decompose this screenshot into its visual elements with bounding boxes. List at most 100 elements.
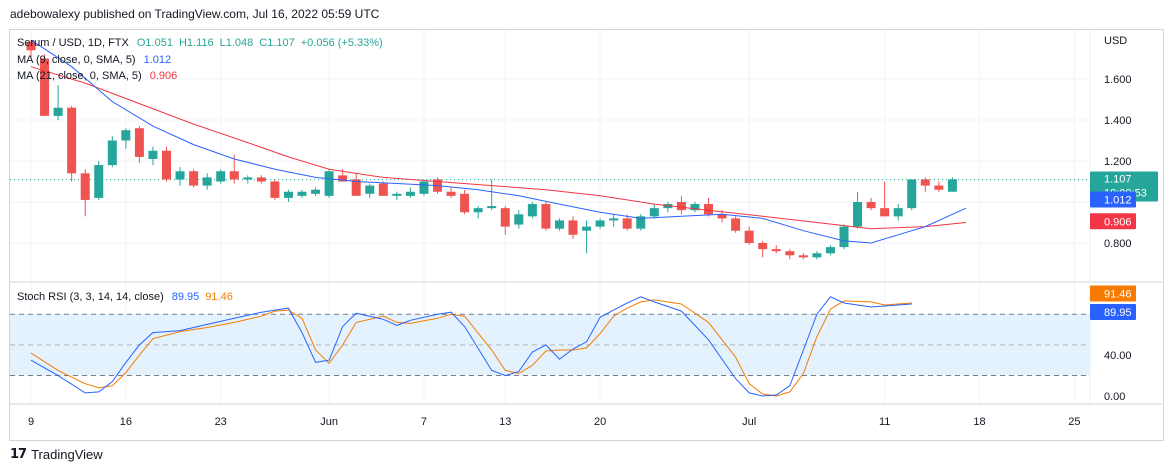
candle-body (839, 226, 849, 248)
stoch-rsi-d-badge-value: 91.46 (1104, 288, 1132, 300)
candle-body (798, 255, 808, 258)
price-axis-unit: USD (1104, 35, 1127, 47)
time-tick-label: Jun (320, 416, 338, 428)
ma21-badge (1090, 213, 1136, 230)
chart-frame (9, 29, 1164, 441)
ohlc-open: O1.051 (137, 37, 173, 49)
indicator-legend: MA (21, close, 0, SMA, 5) 0.906 (17, 70, 177, 82)
candle-body (202, 177, 212, 186)
candle-body (392, 193, 402, 196)
candle-body (311, 189, 321, 194)
candle-body (649, 208, 659, 217)
candle-body (216, 171, 226, 182)
stoch-rsi-k-value: 89.95 (172, 291, 200, 303)
candle-body (162, 150, 171, 180)
time-tick-label: 16 (120, 416, 132, 428)
candle-body (297, 191, 307, 196)
candle-body (473, 208, 483, 213)
candle-body (920, 179, 930, 186)
candle-body (554, 220, 564, 229)
publish-info: adebowalexy published on TradingView.com… (10, 7, 380, 21)
candle-body (907, 179, 917, 209)
stoch-rsi-legend: Stoch RSI (3, 3, 14, 14, close) 89.95 91.4… (17, 291, 233, 303)
candle-body (893, 208, 903, 217)
last-price-value: 1.107 (1104, 173, 1132, 185)
candle-body (690, 204, 700, 211)
ma9-badge (1090, 191, 1136, 208)
time-tick-label: 20 (594, 416, 606, 428)
candle-body (243, 177, 253, 180)
indicator-value: 0.906 (150, 70, 178, 82)
ma9-line (30, 39, 967, 244)
candle-body (80, 173, 90, 200)
candle-body (541, 204, 551, 229)
candle-body (365, 185, 375, 194)
stoch-rsi-k-badge-value: 89.95 (1104, 307, 1132, 319)
candle-body (189, 171, 199, 186)
candle-body (229, 171, 239, 180)
time-tick-label: 9 (28, 416, 34, 428)
ma21-line (30, 66, 967, 230)
price-tick-label: 1.200 (1104, 156, 1132, 168)
time-tick-label: 25 (1068, 416, 1080, 428)
candle-body (94, 165, 104, 198)
candle-body (717, 214, 727, 219)
candle-body (731, 218, 741, 231)
chart-title: Serum / USD, 1D, FTX (17, 37, 130, 49)
candle-body (609, 218, 619, 221)
footer: 17 TradingView (10, 446, 103, 462)
indicator-legend: MA (9, close, 0, SMA, 5) 1.012 (17, 54, 171, 66)
ma9-badge-value: 1.012 (1104, 195, 1132, 207)
candle-body (527, 204, 537, 217)
candle-body (148, 150, 158, 159)
stoch-rsi-d-value: 91.46 (205, 291, 233, 303)
candle-body (175, 171, 185, 180)
candle-body (324, 171, 334, 196)
candle-body (419, 181, 429, 194)
time-tick-label: 13 (499, 416, 511, 428)
candle-body (256, 177, 266, 182)
time-tick-label: 18 (973, 416, 985, 428)
candle-body (758, 243, 768, 250)
candle-body (744, 230, 754, 243)
candle-body (53, 107, 63, 116)
candle-body (405, 191, 415, 196)
candle-body (460, 193, 470, 213)
candle-body (270, 181, 280, 198)
tradingview-logo-icon: 17 (10, 446, 27, 462)
candle-body (107, 140, 117, 166)
stoch-rsi-k-badge (1090, 304, 1136, 321)
rsi-tick-label: 40.00 (1104, 350, 1132, 362)
indicator-name: MA (9, close, 0, SMA, 5) (17, 54, 136, 66)
indicator-name: MA (21, close, 0, SMA, 5) (17, 70, 142, 82)
candle-body (67, 107, 77, 174)
ohlc-close: C1.107 (259, 37, 294, 49)
price-tick-label: 1.600 (1104, 74, 1132, 86)
candle-body (880, 208, 890, 217)
candle-body (351, 179, 361, 196)
rsi-tick-label: 0.00 (1104, 391, 1125, 403)
candle-body (853, 202, 863, 227)
price-tick-label: 0.800 (1104, 238, 1132, 250)
ohlc-low: L1.048 (220, 37, 254, 49)
candle-body (676, 202, 686, 211)
candle-body (378, 183, 388, 196)
time-tick-label: 23 (215, 416, 227, 428)
candle-body (825, 247, 835, 254)
candle-body (134, 128, 144, 157)
candle-body (812, 253, 822, 258)
candle-body (934, 185, 944, 190)
candle-body (26, 42, 36, 51)
candle-body (622, 218, 632, 229)
candle-body (40, 58, 50, 116)
stoch-rsi-d-badge (1090, 285, 1136, 302)
candle-body (947, 179, 957, 192)
candle-body (595, 220, 605, 227)
candle-body (283, 191, 293, 198)
stoch-rsi-title: Stoch RSI (3, 3, 14, 14, close) (17, 291, 164, 303)
candle-body (338, 175, 348, 182)
ohlc-high: H1.116 (179, 37, 214, 49)
chart-title-legend: Serum / USD, 1D, FTX O1.051 H1.116 L1.048 C1… (17, 37, 383, 49)
candle-body (446, 191, 456, 196)
